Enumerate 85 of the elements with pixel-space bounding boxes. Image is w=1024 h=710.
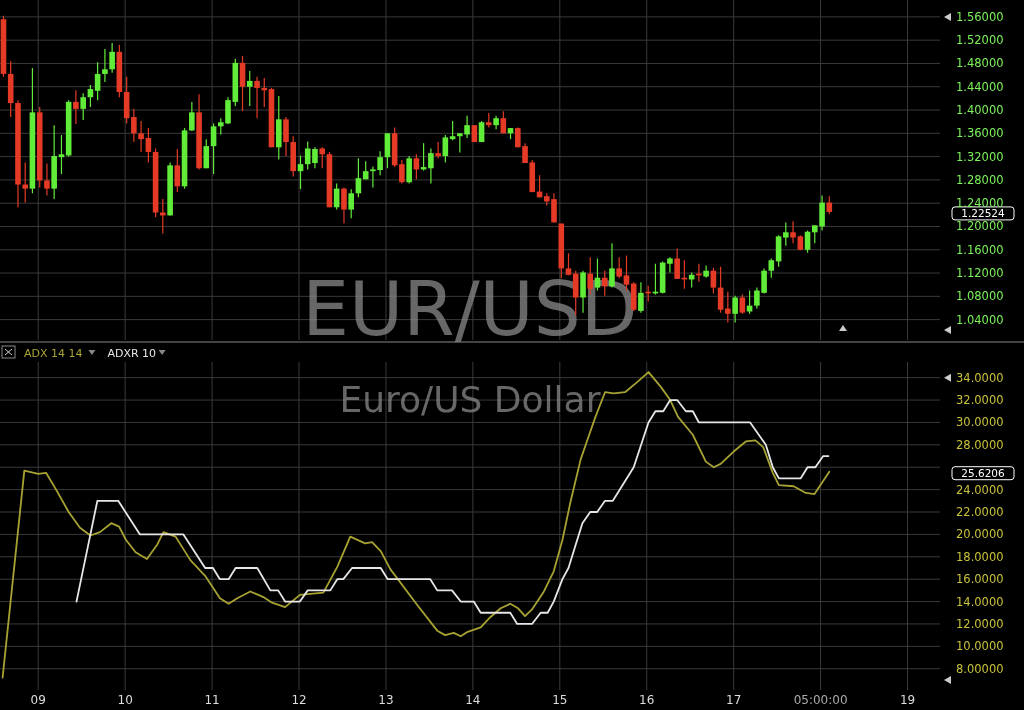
candlestick — [341, 186, 347, 225]
x-tick-label: 09 — [30, 693, 46, 707]
candlestick — [674, 248, 680, 280]
candlestick — [261, 77, 268, 108]
candlestick — [174, 148, 181, 193]
candlestick — [138, 120, 144, 153]
candlestick — [790, 220, 796, 244]
candlestick — [435, 141, 441, 159]
x-tick-label: 10 — [117, 693, 133, 707]
y-tick-label: 16.0000 — [956, 572, 1004, 587]
line-series — [1, 371, 831, 679]
candlestick — [80, 92, 86, 121]
candlestick — [442, 134, 449, 164]
candlestick — [348, 188, 354, 219]
candlestick — [283, 116, 289, 157]
y-tick-label: 1.32000 — [956, 149, 1004, 164]
candlestick — [102, 48, 108, 83]
candlestick — [210, 122, 217, 175]
x-tick-label: 15 — [552, 693, 568, 707]
candlestick — [189, 101, 195, 132]
y-tick-label: 8.00000 — [956, 661, 1004, 676]
text: ADX 14 14 — [24, 347, 83, 360]
candlestick — [297, 154, 304, 190]
y-tick-label: 10.0000 — [956, 639, 1004, 654]
candlestick — [406, 155, 412, 184]
candlestick — [22, 161, 29, 204]
candlestick — [732, 295, 738, 324]
y-tick-label: 1.40000 — [956, 103, 1004, 118]
candlestick — [109, 42, 115, 74]
candlestick — [319, 146, 326, 169]
candlestick — [131, 108, 137, 143]
x-tick-label: 12 — [291, 693, 307, 707]
candlestick — [73, 89, 79, 125]
y-tick-label: 30.0000 — [956, 415, 1004, 430]
annotation: 25.6206 — [961, 466, 1006, 479]
candlestick — [239, 55, 246, 112]
y-tick-label: 18.0000 — [956, 549, 1004, 564]
x-tick-label: 11 — [204, 693, 220, 707]
y-tick-label: 20.0000 — [956, 527, 1004, 542]
y-tick-label: 24.0000 — [956, 482, 1004, 497]
candlestick — [826, 195, 833, 215]
annotation: 1.22524 — [961, 206, 1006, 219]
text: ADXR 10 — [107, 347, 157, 360]
annotation: EUR/USD — [302, 266, 638, 352]
candlestick — [783, 221, 789, 247]
y-tick-label: 1.28000 — [956, 172, 1004, 187]
candlestick — [616, 256, 622, 279]
candlestick — [203, 138, 210, 169]
y-tick-label: 1.12000 — [956, 266, 1004, 281]
y-tick-label: 34.0000 — [956, 370, 1004, 385]
x-tick-label: 17 — [726, 693, 742, 707]
candlestick — [254, 76, 260, 119]
x-tick-label: 13 — [378, 693, 394, 707]
candlestick — [384, 132, 391, 169]
y-tick-label: 1.20000 — [956, 219, 1004, 234]
y-tick-label: 1.52000 — [956, 33, 1004, 48]
y-tick-label: 1.08000 — [956, 289, 1004, 304]
candlestick — [145, 127, 152, 164]
x-tick-label: 19 — [899, 693, 916, 707]
x-tick-label: 14 — [465, 693, 481, 707]
candlestick — [703, 264, 709, 279]
candlestick — [449, 120, 456, 141]
candlestick — [638, 281, 644, 314]
candlestick — [667, 256, 673, 274]
text: 05:00:00 — [793, 693, 848, 707]
y-tick-label: 1.16000 — [956, 242, 1004, 257]
y-tick-label: 1.48000 — [956, 56, 1004, 71]
y-tick-label: 1.36000 — [956, 126, 1004, 141]
y-tick-label: 1.44000 — [956, 79, 1004, 94]
y-tick-label: 28.0000 — [956, 437, 1004, 452]
y-tick-label: 12.0000 — [956, 616, 1004, 631]
y-tick-label: 14.0000 — [956, 594, 1004, 609]
y-tick-label: 22.0000 — [956, 505, 1004, 520]
candlestick — [399, 159, 405, 184]
annotation: Euro/US Dollar — [339, 379, 601, 420]
y-tick-label: 1.56000 — [956, 9, 1004, 24]
x-tick-label: 16 — [639, 693, 655, 707]
candlestick — [725, 291, 731, 324]
candlestick — [44, 163, 50, 197]
candlestick — [428, 147, 434, 184]
y-tick-label: 1.04000 — [956, 312, 1004, 327]
candlestick — [768, 257, 775, 279]
candlestick — [58, 134, 65, 175]
y-tick-label: 32.0000 — [956, 393, 1004, 408]
candlestick — [246, 70, 253, 107]
